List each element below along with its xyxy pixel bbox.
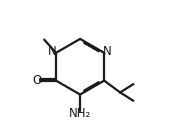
- Text: N: N: [103, 45, 112, 58]
- Text: NH₂: NH₂: [69, 107, 91, 121]
- Text: O: O: [32, 74, 42, 87]
- Text: N: N: [48, 45, 57, 58]
